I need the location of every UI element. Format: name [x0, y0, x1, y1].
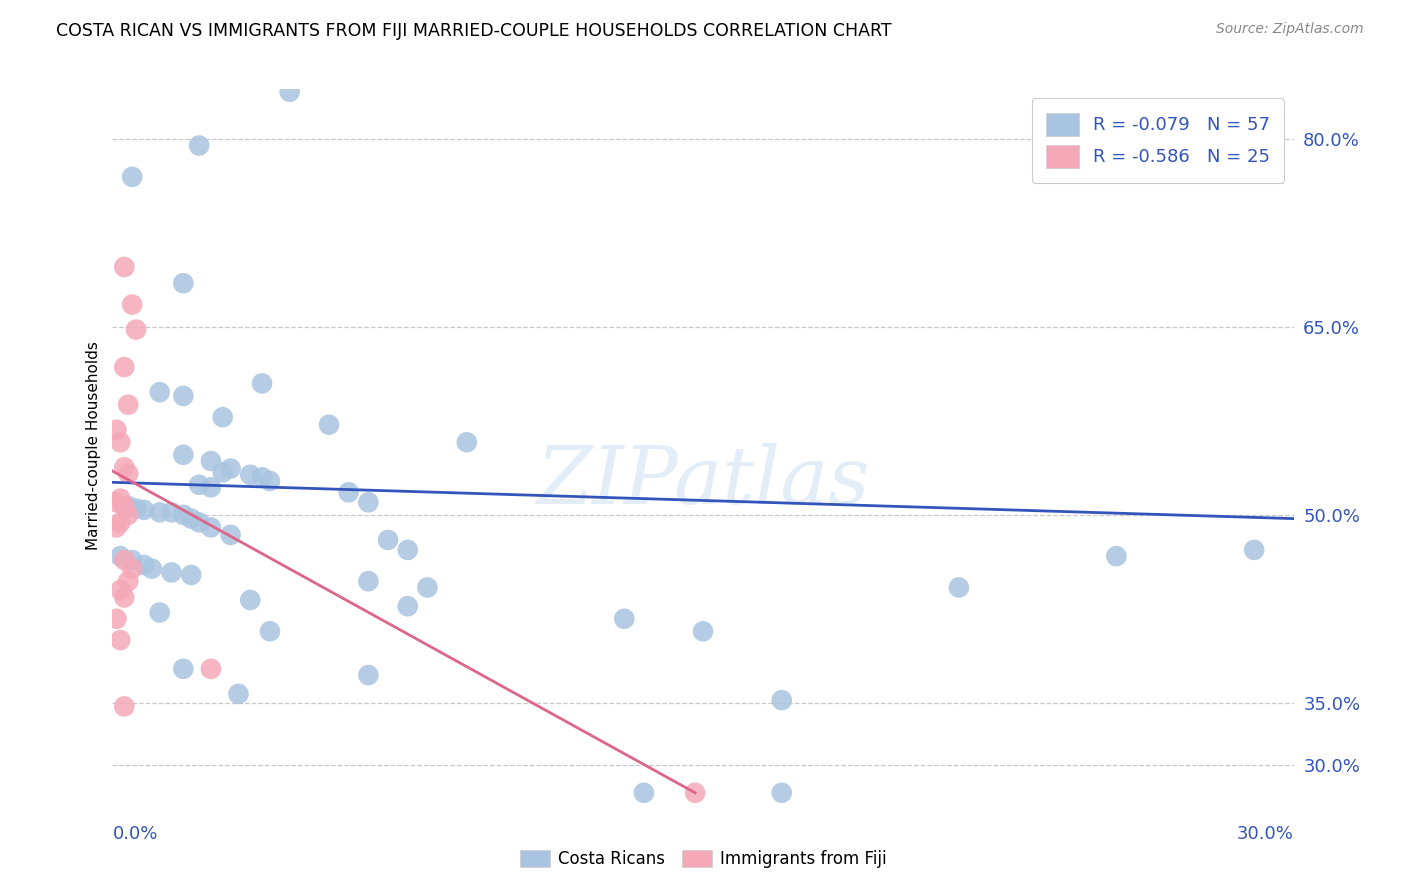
- Point: [200, 662, 222, 676]
- Point: [396, 599, 419, 614]
- Point: [105, 612, 128, 626]
- Point: [110, 516, 132, 530]
- Legend: R = -0.079   N = 57, R = -0.586   N = 25: R = -0.079 N = 57, R = -0.586 N = 25: [1032, 98, 1285, 183]
- Point: [180, 568, 202, 582]
- Text: 0.0%: 0.0%: [112, 825, 157, 843]
- Point: [132, 503, 155, 517]
- Point: [683, 786, 706, 800]
- Point: [172, 508, 194, 522]
- Point: [105, 495, 128, 509]
- Point: [112, 360, 135, 375]
- Text: COSTA RICAN VS IMMIGRANTS FROM FIJI MARRIED-COUPLE HOUSEHOLDS CORRELATION CHART: COSTA RICAN VS IMMIGRANTS FROM FIJI MARR…: [56, 22, 891, 40]
- Point: [278, 85, 301, 99]
- Point: [239, 593, 262, 607]
- Point: [318, 417, 340, 432]
- Point: [188, 138, 211, 153]
- Point: [357, 574, 380, 589]
- Point: [337, 485, 360, 500]
- Point: [117, 508, 139, 522]
- Point: [112, 460, 135, 475]
- Point: [259, 474, 281, 488]
- Point: [117, 467, 139, 481]
- Point: [188, 478, 211, 492]
- Point: [1105, 549, 1128, 564]
- Point: [112, 499, 135, 513]
- Point: [117, 499, 139, 513]
- Point: [613, 612, 636, 626]
- Point: [396, 542, 419, 557]
- Point: [200, 520, 222, 534]
- Point: [112, 260, 135, 274]
- Point: [132, 558, 155, 572]
- Point: [172, 277, 194, 291]
- Point: [125, 501, 148, 516]
- Point: [112, 591, 135, 605]
- Point: [250, 470, 273, 484]
- Point: [105, 520, 128, 534]
- Point: [357, 495, 380, 509]
- Point: [117, 574, 139, 589]
- Point: [219, 528, 242, 542]
- Point: [172, 389, 194, 403]
- Text: ZIPatlas: ZIPatlas: [536, 443, 870, 520]
- Point: [121, 297, 143, 311]
- Point: [770, 693, 793, 707]
- Point: [110, 435, 132, 450]
- Point: [149, 606, 172, 620]
- Point: [125, 322, 148, 336]
- Text: Source: ZipAtlas.com: Source: ZipAtlas.com: [1216, 22, 1364, 37]
- Point: [110, 491, 132, 506]
- Point: [121, 562, 143, 576]
- Point: [110, 582, 132, 597]
- Point: [121, 169, 143, 184]
- Point: [948, 581, 970, 595]
- Point: [1243, 542, 1265, 557]
- Point: [112, 499, 135, 513]
- Point: [180, 511, 202, 525]
- Point: [105, 423, 128, 437]
- Point: [117, 398, 139, 412]
- Point: [110, 549, 132, 564]
- Point: [200, 480, 222, 494]
- Point: [149, 505, 172, 519]
- Text: 30.0%: 30.0%: [1237, 825, 1294, 843]
- Point: [172, 662, 194, 676]
- Point: [149, 385, 172, 400]
- Point: [228, 687, 250, 701]
- Point: [200, 454, 222, 468]
- Point: [377, 533, 399, 547]
- Point: [141, 562, 163, 576]
- Point: [416, 581, 439, 595]
- Point: [112, 553, 135, 567]
- Legend: Costa Ricans, Immigrants from Fiji: Costa Ricans, Immigrants from Fiji: [513, 843, 893, 875]
- Point: [172, 448, 194, 462]
- Point: [239, 467, 262, 482]
- Y-axis label: Married-couple Households: Married-couple Households: [86, 342, 101, 550]
- Point: [219, 461, 242, 475]
- Point: [188, 516, 211, 530]
- Point: [160, 566, 183, 580]
- Point: [770, 786, 793, 800]
- Point: [110, 633, 132, 648]
- Point: [160, 505, 183, 519]
- Point: [112, 699, 135, 714]
- Point: [211, 465, 233, 479]
- Point: [250, 376, 273, 391]
- Point: [633, 786, 655, 800]
- Point: [259, 624, 281, 639]
- Point: [211, 410, 233, 425]
- Point: [692, 624, 714, 639]
- Point: [357, 668, 380, 682]
- Point: [121, 553, 143, 567]
- Point: [456, 435, 478, 450]
